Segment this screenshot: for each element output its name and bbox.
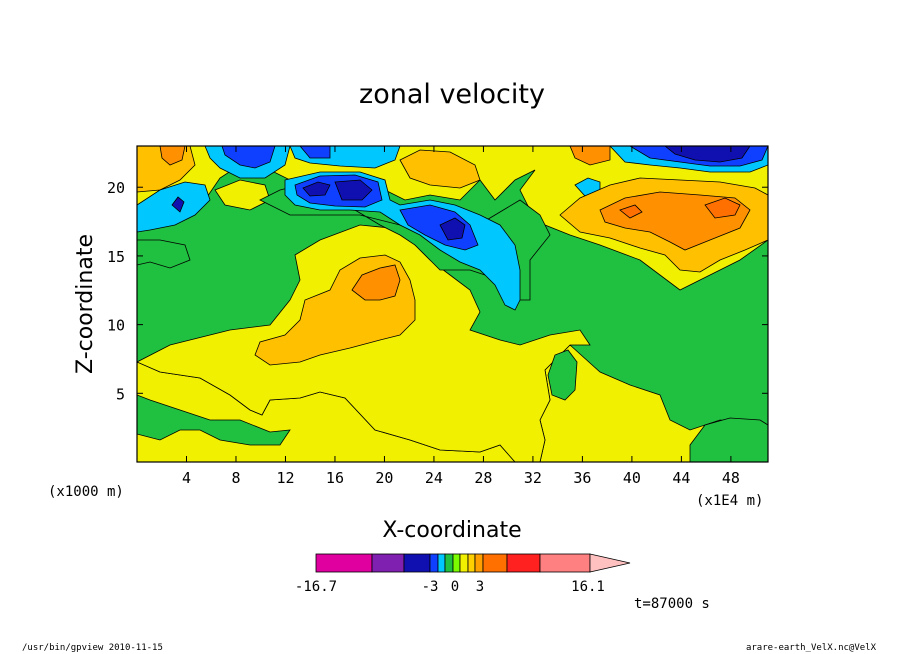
colorbar-segment (444, 553, 454, 573)
x-tick-label: 44 (672, 469, 690, 487)
colorbar-segment (482, 553, 508, 573)
plot-frame (136, 145, 769, 463)
colorbar-segment (474, 553, 484, 573)
contour-blue-left-core (171, 196, 185, 213)
colorbar-segment (467, 553, 476, 573)
colorbar-max-label: 16.1 (571, 579, 605, 595)
colorbar-tick-label: -3 (422, 579, 439, 595)
contour-orange-um (399, 149, 481, 189)
colorbar-segment (459, 553, 469, 573)
colorbar-tick-label: 3 (476, 579, 484, 595)
x-tick-label: 20 (375, 469, 393, 487)
colorbar-segment (437, 553, 446, 573)
contour-navy-top-right (664, 146, 751, 163)
contour-green-pocket-b (689, 417, 768, 462)
y-tick-label: 10 (107, 317, 125, 335)
contour-green-pocket-a (547, 349, 578, 401)
contour-orange-top-36 (569, 146, 611, 166)
contour-orange-ul-core (159, 146, 186, 166)
contour-navy-center-c (439, 217, 466, 241)
colorbar-min-label: -16.7 (295, 579, 337, 595)
footer-right: arare-earth_VelX.nc@VelX (746, 643, 877, 653)
colorbar-overflow-arrow (589, 553, 631, 573)
chart-title: zonal velocity (359, 79, 545, 110)
contour-orange-core (351, 264, 401, 301)
x-axis-ticks: 4 8 12 16 20 24 28 32 36 40 44 48 (182, 146, 740, 487)
colorbar-segment (452, 553, 461, 573)
colorbar-segment (403, 553, 431, 573)
x-tick-label: 12 (276, 469, 294, 487)
contour-green-pocket-c (137, 239, 191, 269)
time-label: t=87000 s (634, 596, 710, 612)
y-axis-ticks: 5 10 15 20 (107, 179, 768, 403)
y-tick-label: 20 (107, 179, 125, 197)
y-axis-label: Z-coordinate (73, 234, 98, 374)
x-tick-label: 8 (231, 469, 240, 487)
y-tick-label: 5 (116, 385, 125, 403)
plot-area (137, 146, 768, 462)
colorbar-segment (539, 553, 591, 573)
contour-blue-top-left (221, 146, 276, 169)
x-tick-label: 40 (623, 469, 641, 487)
contour-navy-center-a (302, 181, 331, 197)
x-axis-label: X-coordinate (382, 518, 521, 543)
colorbar-segment (429, 553, 439, 573)
colorbar-segment (371, 553, 405, 573)
contour-cyan-left (137, 181, 211, 233)
x-tick-label: 48 (722, 469, 740, 487)
y-unit-label: (x1000 m) (48, 484, 124, 500)
footer-left: /usr/bin/gpview 2010-11-15 (22, 643, 163, 653)
contour-orange-right-peak-2 (619, 204, 643, 219)
x-tick-label: 28 (474, 469, 492, 487)
contour-blue-top-mid (299, 146, 331, 159)
x-tick-label: 32 (524, 469, 542, 487)
contour-cyan-right-small (574, 177, 601, 197)
x-unit-label: (x1E4 m) (696, 493, 763, 509)
colorbar (315, 553, 631, 573)
x-tick-label: 36 (573, 469, 591, 487)
colorbar-segment (315, 553, 373, 573)
contour-navy-center-b (334, 179, 373, 201)
y-tick-label: 15 (107, 248, 125, 266)
contour-yellow-upper (137, 146, 768, 291)
colorbar-segment (506, 553, 541, 573)
x-tick-label: 16 (326, 469, 344, 487)
colorbar-tick-label: 0 (451, 579, 459, 595)
contour-orange-right-peak (704, 197, 741, 219)
x-tick-label: 4 (182, 469, 191, 487)
x-tick-label: 24 (425, 469, 443, 487)
